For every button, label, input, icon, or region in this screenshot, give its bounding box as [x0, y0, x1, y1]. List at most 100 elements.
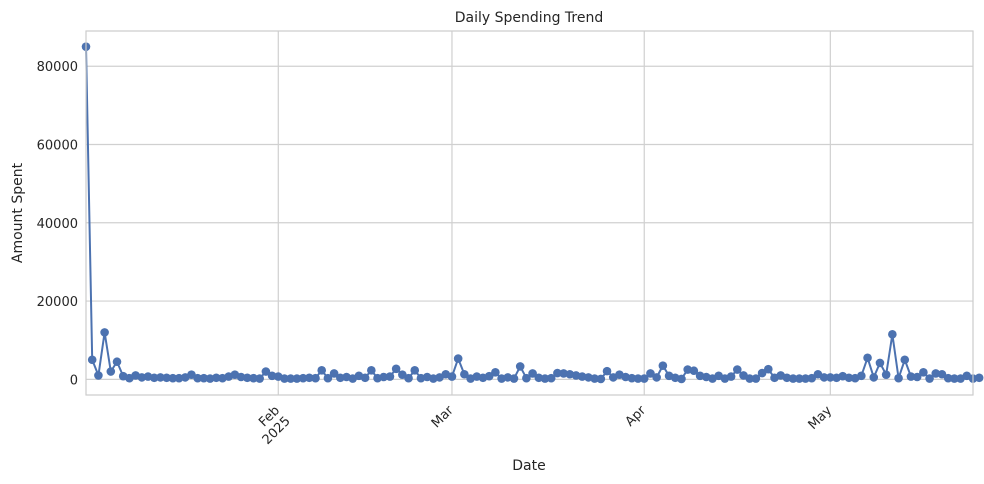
data-point: [515, 362, 525, 371]
data-point: [404, 373, 413, 383]
series-line: [85, 46, 980, 380]
data-point: [385, 372, 395, 381]
data-point: [379, 372, 389, 382]
data-point: [919, 368, 928, 377]
data-point: [677, 374, 686, 384]
x-tick-group: May: [806, 403, 836, 433]
data-point: [639, 374, 649, 383]
data-point: [280, 374, 289, 383]
data-point: [112, 357, 122, 367]
data-point: [484, 371, 494, 381]
data-point: [149, 373, 159, 383]
data-point: [329, 369, 339, 378]
data-point: [87, 355, 97, 365]
data-point: [627, 373, 637, 383]
data-point: [168, 373, 178, 383]
data-point: [94, 371, 103, 380]
data-point: [596, 374, 606, 384]
data-point: [255, 374, 264, 383]
data-point: [367, 366, 376, 375]
data-point: [807, 373, 817, 383]
data-point: [900, 355, 910, 365]
data-point: [522, 373, 531, 383]
y-tick-label: 40000: [37, 217, 78, 232]
data-point: [726, 372, 736, 381]
data-point: [528, 369, 537, 378]
data-point: [249, 373, 258, 383]
data-point: [689, 366, 699, 376]
x-axis-label: Date: [512, 458, 545, 474]
data-point: [460, 369, 469, 379]
data-point: [540, 374, 550, 383]
data-point: [193, 373, 202, 383]
data-point: [546, 373, 556, 383]
data-point: [391, 364, 401, 374]
data-point: [652, 373, 661, 382]
data-point: [590, 374, 599, 383]
data-point: [881, 370, 891, 379]
data-point: [658, 361, 668, 370]
data-point: [447, 372, 457, 381]
y-tick-label: 80000: [37, 60, 78, 75]
data-point: [305, 373, 314, 383]
data-point: [360, 373, 370, 383]
x-tick-label: Apr: [623, 403, 650, 430]
data-point: [894, 373, 903, 383]
data-point: [286, 374, 295, 383]
x-tick-label: Mar: [429, 403, 457, 431]
data-point: [857, 371, 866, 381]
data-point: [801, 374, 810, 383]
data-point: [491, 368, 500, 377]
data-point: [211, 373, 221, 383]
data-point: [453, 354, 463, 363]
plot-frame: [85, 30, 974, 396]
data-point: [888, 330, 897, 339]
data-point: [819, 373, 829, 382]
data-point: [509, 374, 519, 383]
grid: [86, 31, 973, 395]
data-point: [311, 373, 320, 383]
data-point: [298, 373, 308, 383]
data-point: [732, 365, 742, 374]
data-point: [906, 372, 916, 381]
data-point: [826, 373, 835, 382]
y-tick-label: 60000: [37, 139, 78, 154]
data-point: [106, 367, 116, 376]
data-point: [162, 373, 171, 383]
data-point: [751, 374, 761, 383]
data-point: [937, 369, 947, 379]
x-tick-group: Mar: [429, 403, 457, 431]
data-point: [745, 374, 754, 383]
y-tick-label: 0: [70, 373, 78, 388]
data-point: [795, 374, 804, 383]
data-point: [292, 374, 302, 383]
x-tick-label: May: [806, 403, 836, 433]
data-point: [633, 374, 643, 383]
data-point: [317, 366, 327, 375]
x-tick-group: Apr: [623, 403, 650, 430]
data-point: [869, 373, 879, 382]
data-point: [553, 368, 562, 378]
chart-title: Daily Spending Trend: [455, 10, 603, 26]
data-point: [875, 358, 885, 368]
y-tick-label: 20000: [37, 295, 78, 310]
data-point: [100, 328, 109, 337]
data-point: [242, 373, 252, 383]
data-point: [323, 373, 333, 383]
data-point: [912, 372, 922, 382]
data-point: [764, 364, 773, 374]
data-point: [199, 373, 209, 383]
y-axis-label: Amount Spent: [10, 162, 26, 263]
data-point: [261, 367, 271, 376]
data-point: [156, 373, 165, 382]
y-tick-labels: 0 20000 40000 60000 80000: [37, 60, 78, 388]
data-point: [844, 373, 854, 383]
data-point: [410, 366, 420, 375]
series-layer: [81, 42, 984, 384]
data-point: [950, 374, 959, 383]
data-point: [646, 369, 655, 378]
data-point: [863, 353, 872, 363]
